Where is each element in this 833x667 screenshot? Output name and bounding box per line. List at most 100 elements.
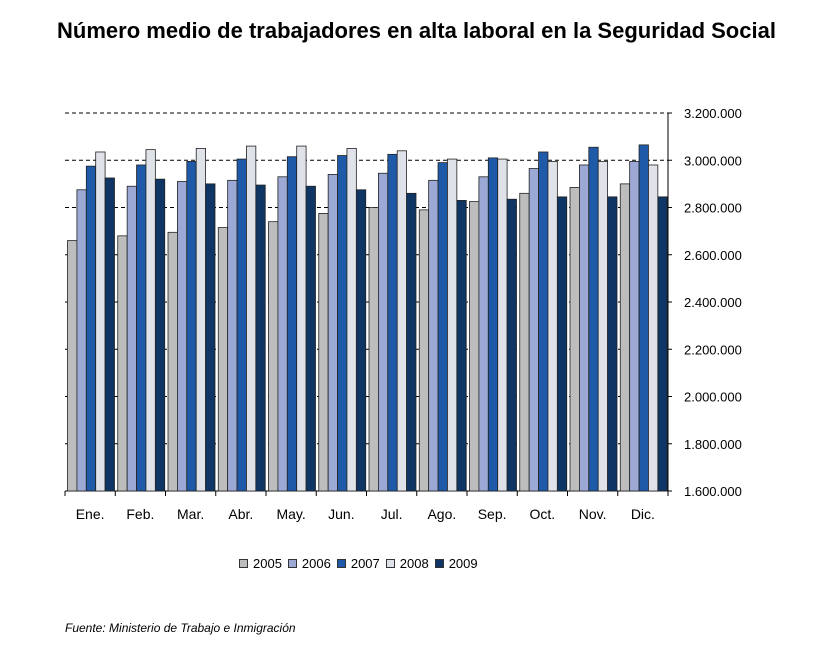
bar-2007 (85, 165, 97, 492)
bar-2006 (327, 174, 338, 492)
bar-2008 (95, 151, 106, 492)
legend-label: 2005 (253, 556, 282, 571)
bar-2006 (277, 176, 288, 492)
legend-item-2006: 2006 (287, 556, 331, 571)
bar-2005 (318, 213, 329, 492)
bar-2009 (607, 196, 618, 492)
legend-swatch (336, 559, 346, 568)
legend: 2005 2006 2007 2008 2009 (239, 556, 484, 571)
legend-swatch (239, 559, 248, 568)
bar-2009 (205, 183, 216, 492)
bar-2007 (387, 153, 398, 492)
bar-2008 (346, 148, 357, 492)
legend-swatch (287, 559, 297, 568)
bar-2005 (217, 227, 229, 492)
bar-2007 (337, 155, 348, 492)
x-tick-label: Sep. (478, 506, 507, 522)
bar-2007 (437, 162, 448, 492)
bar-2008 (447, 158, 458, 492)
bar-2005 (519, 192, 530, 492)
x-tick-label: Mar. (177, 506, 204, 522)
y-tick-label: 1.800.000 (684, 437, 742, 452)
x-tick-label: May. (276, 506, 305, 522)
bar-2009 (104, 177, 115, 492)
y-tick-label: 1.600.000 (684, 484, 742, 499)
bar-2008 (547, 161, 558, 492)
y-tick-label: 2.800.000 (684, 201, 742, 216)
bar-2008 (246, 145, 257, 492)
bar-2009 (657, 196, 668, 492)
y-tick-label: 2.400.000 (684, 295, 742, 310)
legend-item-2008: 2008 (385, 556, 429, 571)
chart-title: Número medio de trabajadores en alta lab… (57, 18, 776, 43)
legend-label: 2006 (301, 556, 331, 571)
x-tick-label: Nov. (579, 506, 607, 522)
legend-swatch (385, 559, 395, 568)
bar-2007 (588, 146, 599, 492)
bar-2008 (195, 148, 206, 492)
legend-item-2007: 2007 (336, 556, 380, 571)
bar-2009 (355, 189, 367, 492)
x-tick-label: Jun. (328, 506, 354, 522)
bar-2006 (126, 185, 137, 492)
y-tick-label: 3.000.000 (684, 153, 742, 168)
bar-2008 (296, 145, 307, 492)
y-tick-label: 2.600.000 (684, 248, 742, 263)
bar-2005 (67, 240, 78, 492)
bar-2006 (227, 179, 238, 492)
bar-2005 (268, 221, 279, 492)
bar-2008 (145, 149, 156, 492)
bar-2005 (117, 235, 128, 492)
bar-2008 (648, 164, 659, 492)
bar-2006 (76, 189, 87, 492)
x-tick-label: Ago. (427, 506, 456, 522)
bar-2005 (368, 207, 379, 492)
bar-2006 (478, 176, 489, 492)
x-tick-label: Feb. (126, 506, 154, 522)
bar-2009 (556, 196, 568, 492)
legend-swatch (434, 559, 444, 568)
bar-2006 (629, 161, 640, 492)
bar-2009 (255, 184, 266, 492)
bar-2007 (638, 144, 649, 492)
bar-2006 (377, 172, 389, 492)
legend-label: 2008 (399, 556, 429, 571)
legend-label: 2007 (350, 556, 380, 571)
x-tick-label: Ene. (76, 506, 105, 522)
x-tick-label: Oct. (530, 506, 556, 522)
bar-2009 (506, 198, 517, 492)
x-tick-label: Jul. (381, 506, 403, 522)
bar-2008 (497, 158, 508, 492)
bar-2005 (619, 183, 631, 492)
bar-2008 (597, 161, 609, 492)
bar-2006 (176, 181, 188, 492)
y-tick-label: 2.000.000 (684, 390, 742, 405)
bar-2007 (487, 157, 499, 492)
legend-item-2009: 2009 (434, 556, 478, 571)
x-tick-label: Dic. (631, 506, 655, 522)
legend-label: 2009 (448, 556, 478, 571)
bar-2006 (528, 168, 539, 492)
bar-2007 (538, 151, 549, 492)
bar-2006 (428, 179, 439, 492)
bar-2007 (236, 158, 247, 492)
bar-2005 (469, 201, 480, 492)
source-note: Fuente: Ministerio de Trabajo e Inmigrac… (65, 621, 296, 635)
y-tick-label: 3.200.000 (684, 106, 742, 121)
bar-2007 (136, 164, 147, 492)
legend-item-2005: 2005 (239, 556, 282, 571)
x-tick-label: Abr. (228, 506, 253, 522)
bar-2005 (418, 209, 430, 492)
bar-2009 (154, 178, 166, 492)
bar-2009 (456, 200, 467, 492)
bar-2005 (569, 187, 580, 492)
bar-2009 (305, 185, 316, 492)
bar-2009 (406, 192, 417, 492)
bar-2006 (579, 164, 590, 492)
bar-2005 (167, 231, 178, 492)
bar-2007 (186, 161, 197, 492)
bar-2007 (286, 156, 298, 492)
bar-2008 (396, 150, 408, 492)
y-tick-label: 2.200.000 (684, 342, 742, 357)
